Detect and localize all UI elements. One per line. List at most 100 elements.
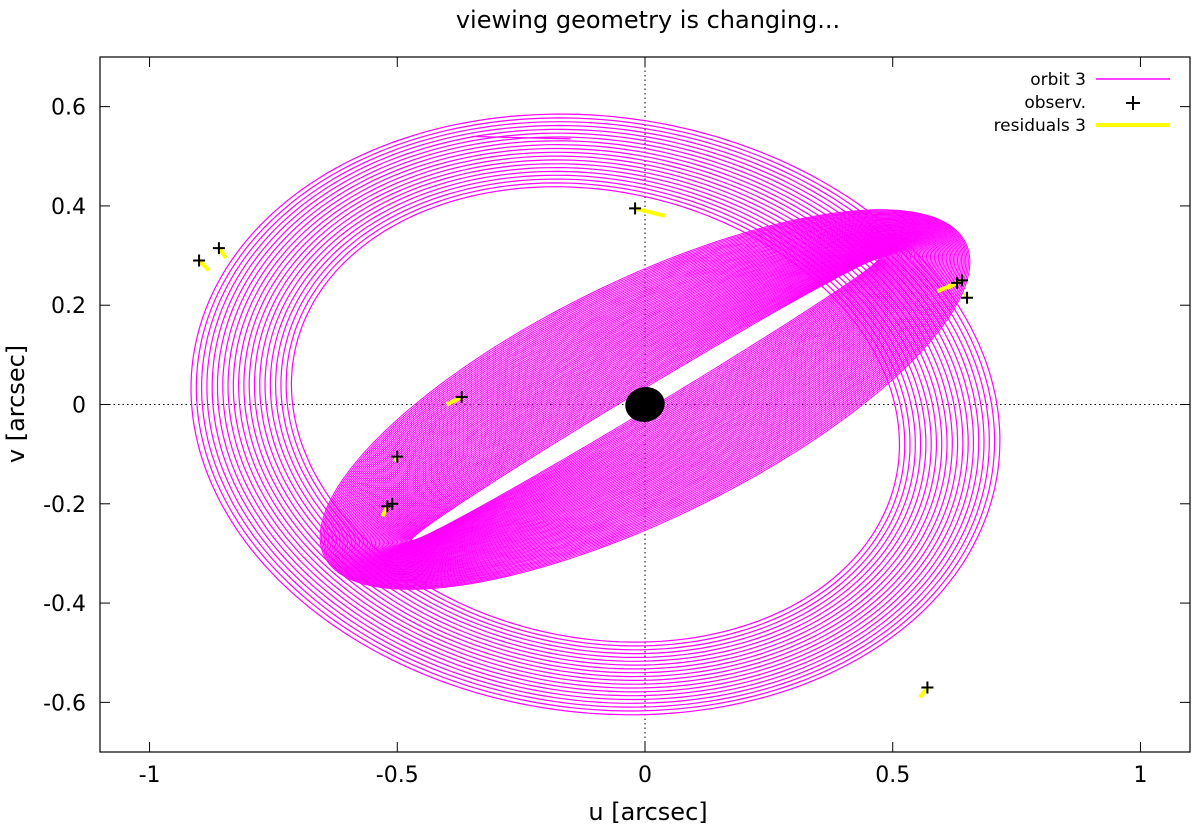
orbit-inner-ellipse bbox=[349, 228, 941, 571]
observation-point bbox=[193, 254, 206, 267]
orbit-inner-ellipse bbox=[332, 217, 958, 582]
orbit-inner-ellipse bbox=[404, 256, 886, 544]
legend-label-residuals: residuals 3 bbox=[994, 116, 1086, 136]
orbit-inner-ellipse bbox=[329, 215, 961, 584]
x-axis-title: u [arcsec] bbox=[588, 798, 707, 826]
orbit-inner-ellipse bbox=[396, 253, 894, 547]
orbit-inner-ellipse bbox=[402, 255, 888, 545]
orbit-inner-ellipse bbox=[337, 221, 953, 579]
observation-point bbox=[956, 274, 969, 287]
orbit-inner-ellipse bbox=[377, 244, 913, 555]
y-tick-label: -0.2 bbox=[43, 493, 86, 518]
orbit-inner-ellipse bbox=[357, 233, 933, 566]
y-tick-label: 0.2 bbox=[51, 294, 86, 319]
orbit-outer-ellipse bbox=[222, 136, 969, 693]
orbit-inner-ellipse bbox=[323, 212, 967, 587]
orbit-inner-ellipse bbox=[348, 227, 942, 572]
orbit-inner-ellipse bbox=[366, 238, 924, 561]
orbit-inner-ellipse bbox=[352, 230, 938, 569]
observation-point bbox=[961, 291, 974, 304]
orbit-inner-ellipse bbox=[386, 248, 904, 551]
orbit-inner-ellipse bbox=[384, 247, 906, 552]
orbit-inner-ellipse bbox=[395, 252, 895, 547]
y-tick-label: 0 bbox=[72, 394, 86, 419]
orbit-inner-ellipse bbox=[393, 251, 897, 548]
orbit-inner-ellipse bbox=[322, 211, 968, 588]
orbit-inner-ellipse bbox=[346, 226, 944, 572]
orbit-inner-ellipse bbox=[356, 232, 934, 567]
residual-segment bbox=[634, 206, 666, 218]
orbit-inner-ellipse bbox=[382, 246, 908, 553]
residual-segment bbox=[197, 259, 211, 272]
x-tick-label: -1 bbox=[139, 763, 161, 788]
orbit-inner-ellipse bbox=[390, 250, 900, 549]
y-axis: 0.6 0.4 0.2 0 -0.2 -0.4 -0.6 bbox=[43, 96, 1190, 716]
orbit-outer-ellipse bbox=[190, 113, 1001, 716]
orbit-inner-ellipse bbox=[409, 257, 881, 542]
orbit-inner-ellipse bbox=[353, 231, 937, 569]
orbit-inner-ellipse bbox=[365, 237, 925, 562]
y-axis-title: v [arcsec] bbox=[2, 345, 30, 463]
orbit-inner-ellipse bbox=[410, 258, 880, 541]
orbit-inner-ellipse bbox=[355, 231, 935, 568]
residual-segment bbox=[918, 686, 930, 699]
orbit-outer-ellipse bbox=[248, 155, 943, 674]
orbit-outer-ellipse bbox=[200, 121, 990, 708]
orbit-inner-ellipse bbox=[368, 239, 922, 560]
residual-segment bbox=[445, 395, 463, 407]
orbit-inner-ellipse bbox=[341, 223, 949, 576]
orbit-inner-ellipse bbox=[388, 249, 902, 551]
orbit-inner-ellipse bbox=[378, 244, 912, 555]
orbit-inner-ellipse bbox=[321, 210, 969, 589]
orbit-outer-ellipse bbox=[206, 124, 985, 704]
orbit-inner-ellipse bbox=[340, 222, 950, 577]
orbit-inner-ellipse bbox=[335, 220, 955, 579]
orbit-inner-ellipse bbox=[361, 235, 929, 564]
central-blob bbox=[625, 387, 665, 422]
orbit-inner-ellipse bbox=[398, 253, 892, 546]
orbit-inner-ellipse bbox=[381, 246, 909, 553]
x-axis: -1 -0.5 0 0.5 1 bbox=[139, 57, 1147, 788]
orbit-inner-ellipse bbox=[389, 249, 901, 550]
orbit-inner-ellipse bbox=[342, 224, 948, 575]
observation-point bbox=[212, 242, 225, 255]
orbit-start-segment bbox=[471, 135, 571, 140]
orbit-inner-ellipse bbox=[325, 212, 965, 587]
orbit-inner-ellipse bbox=[391, 250, 899, 549]
orbit-inner-ellipse bbox=[338, 222, 952, 578]
orbit-outer-ellipse bbox=[195, 117, 996, 712]
orbit-inner-ellipse bbox=[350, 229, 940, 570]
orbit-inner-ellipse bbox=[407, 256, 883, 543]
orbit-inner-ellipse bbox=[359, 234, 931, 565]
x-tick-label: 0 bbox=[638, 763, 652, 788]
x-tick-label: 1 bbox=[1133, 763, 1147, 788]
legend-swatch-observ bbox=[1126, 96, 1140, 110]
x-tick-label: 0.5 bbox=[875, 763, 910, 788]
x-tick-label: -0.5 bbox=[376, 763, 419, 788]
chart-title: viewing geometry is changing... bbox=[456, 6, 840, 34]
orbit-outer-ellipse bbox=[227, 140, 964, 689]
observation-point bbox=[629, 202, 642, 215]
orbit-inner-ellipse bbox=[380, 245, 910, 554]
legend: orbit 3 observ. residuals 3 bbox=[994, 70, 1170, 136]
orbit-inner-ellipse bbox=[394, 251, 896, 548]
y-tick-label: -0.4 bbox=[43, 592, 86, 617]
residual-segment bbox=[217, 246, 228, 260]
orbit-inner-ellipse bbox=[385, 247, 905, 552]
orbit-inner-ellipse bbox=[364, 237, 926, 562]
orbit-inner-ellipse bbox=[372, 241, 918, 558]
orbit-inner-ellipse bbox=[403, 255, 887, 544]
orbit-inner-ellipse bbox=[319, 209, 971, 590]
central-blob-shape bbox=[625, 387, 665, 422]
orbit-outer-ellipse bbox=[211, 128, 980, 701]
orbit-inner-ellipse bbox=[345, 226, 945, 573]
legend-label-observ: observ. bbox=[1024, 93, 1086, 113]
orbit-inner-ellipse bbox=[327, 214, 963, 585]
orbit-inner-ellipse bbox=[373, 242, 917, 557]
orbit-series bbox=[190, 113, 1001, 716]
observation-point bbox=[921, 681, 934, 694]
orbit-inner-ellipse bbox=[371, 240, 919, 559]
y-tick-label: 0.6 bbox=[51, 96, 86, 121]
orbit-inner-ellipse bbox=[330, 216, 960, 583]
